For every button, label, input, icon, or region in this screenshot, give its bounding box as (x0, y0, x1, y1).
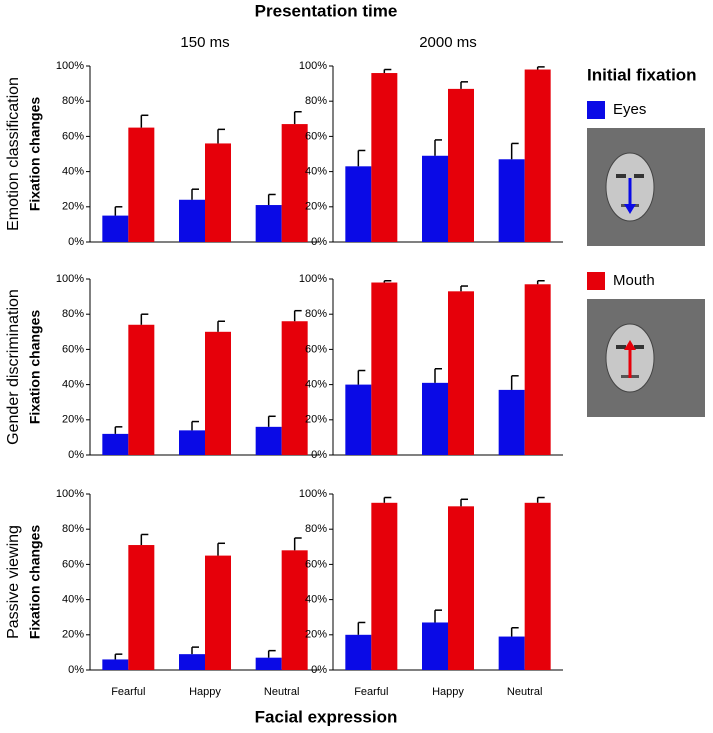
y-tick-label: 60% (305, 130, 327, 142)
y-tick-label: 80% (305, 308, 327, 320)
bar (179, 654, 205, 670)
y-tick-label: 20% (62, 414, 84, 426)
row-label: Passive viewing (5, 525, 22, 639)
bar (102, 215, 129, 242)
bar (371, 502, 398, 670)
y-tick-label: 0% (311, 664, 327, 676)
x-tick-label: Fearful (111, 686, 145, 698)
y-tick-label: 20% (305, 629, 327, 641)
bar (524, 502, 551, 670)
bar (371, 73, 398, 242)
y-tick-label: 0% (68, 664, 84, 676)
bar (281, 550, 308, 670)
y-tick-label: 60% (62, 343, 84, 355)
bar (498, 636, 525, 670)
x-axis-title: Facial expression (255, 707, 398, 726)
y-tick-label: 0% (68, 236, 84, 248)
bar (205, 331, 231, 455)
y-tick-label: 40% (305, 166, 327, 178)
y-tick-label: 0% (68, 449, 84, 461)
legend-swatch (587, 101, 605, 119)
y-tick-label: 0% (311, 236, 327, 248)
bar (345, 634, 372, 670)
x-tick-label: Fearful (354, 686, 388, 698)
figure-title: Presentation time (255, 1, 398, 20)
y-tick-label: 60% (305, 558, 327, 570)
y-axis-title: Fixation changes (27, 97, 43, 212)
y-tick-label: 80% (305, 523, 327, 535)
y-tick-label: 60% (62, 558, 84, 570)
bar (422, 622, 448, 670)
y-tick-label: 80% (62, 95, 84, 107)
bar (255, 657, 282, 670)
column-label: 150 ms (180, 34, 229, 51)
row-label: Emotion classification (5, 77, 22, 231)
bar (128, 127, 155, 242)
bar (498, 159, 525, 242)
x-tick-label: Neutral (507, 686, 542, 698)
y-tick-label: 20% (305, 414, 327, 426)
legend-label: Mouth (613, 272, 655, 289)
y-tick-label: 60% (62, 130, 84, 142)
bar (524, 69, 551, 243)
bar (179, 199, 205, 242)
face-eyes (587, 128, 705, 246)
face-mouth (587, 299, 705, 417)
bar (281, 321, 308, 455)
y-tick-label: 80% (62, 523, 84, 535)
y-tick-label: 20% (62, 201, 84, 213)
bar (205, 143, 231, 242)
x-tick-label: Neutral (264, 686, 299, 698)
bar (205, 555, 231, 670)
y-tick-label: 100% (56, 273, 84, 285)
bar (422, 382, 448, 455)
bar (448, 291, 474, 455)
y-tick-label: 0% (311, 449, 327, 461)
bar (102, 433, 129, 455)
bar (281, 124, 308, 242)
x-tick-label: Happy (432, 686, 464, 698)
y-tick-label: 40% (62, 166, 84, 178)
bar (498, 389, 525, 455)
y-tick-label: 100% (299, 488, 327, 500)
y-tick-label: 100% (299, 273, 327, 285)
bar (345, 166, 372, 242)
y-tick-label: 100% (299, 60, 327, 72)
x-tick-label: Happy (189, 686, 221, 698)
column-label: 2000 ms (419, 34, 477, 51)
y-tick-label: 20% (305, 201, 327, 213)
row-label: Gender discrimination (5, 289, 22, 445)
bar (255, 426, 282, 455)
y-tick-label: 100% (56, 60, 84, 72)
y-tick-label: 40% (62, 594, 84, 606)
y-tick-label: 40% (305, 594, 327, 606)
bar (448, 506, 474, 670)
bar (524, 284, 551, 455)
y-tick-label: 60% (305, 343, 327, 355)
y-axis-title: Fixation changes (27, 310, 43, 425)
legend-label: Eyes (613, 101, 646, 118)
bar (255, 205, 282, 242)
bar (102, 659, 129, 670)
legend-swatch (587, 272, 605, 290)
bar (422, 155, 448, 242)
bar (345, 384, 372, 455)
y-tick-label: 80% (62, 308, 84, 320)
legend-title: Initial fixation (587, 65, 697, 84)
bar (128, 324, 155, 455)
y-tick-label: 100% (56, 488, 84, 500)
y-tick-label: 20% (62, 629, 84, 641)
y-tick-label: 40% (305, 379, 327, 391)
y-axis-title: Fixation changes (27, 525, 43, 640)
bar (371, 282, 398, 455)
bar (179, 430, 205, 455)
y-tick-label: 40% (62, 379, 84, 391)
y-tick-label: 80% (305, 95, 327, 107)
bar (448, 88, 474, 242)
bar (128, 545, 155, 670)
